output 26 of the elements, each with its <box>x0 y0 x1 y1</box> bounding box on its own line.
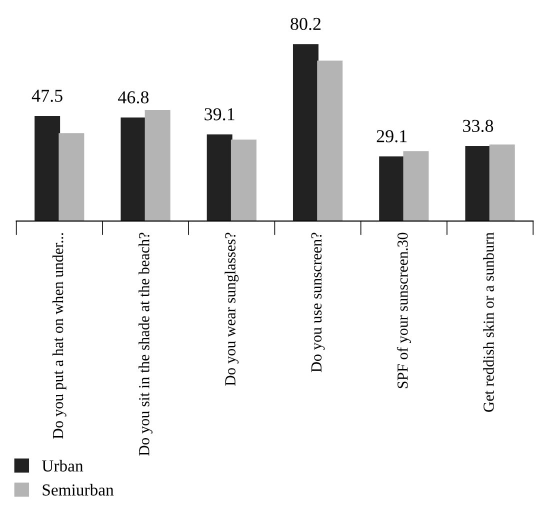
data-label: 33.8 <box>463 120 494 132</box>
data-label: 29.1 <box>376 130 407 142</box>
legend-label: Urban <box>42 460 84 472</box>
bar <box>120 117 146 222</box>
bar <box>403 151 429 222</box>
x-tick-label: Get reddish skin or a sunburn <box>483 232 494 412</box>
data-label: 80.2 <box>290 18 321 30</box>
bar <box>230 140 256 222</box>
bar <box>58 133 84 222</box>
x-tick-label: Do you sit in the shade at the beach? <box>138 232 152 456</box>
x-tick-label: Do you put a hat on when under... <box>52 233 66 439</box>
bar <box>34 116 60 222</box>
bar <box>317 60 343 222</box>
bar <box>206 134 232 222</box>
legend-label: Semiurban <box>42 484 114 496</box>
data-label: 47.5 <box>32 90 62 102</box>
data-label: 46.8 <box>118 91 149 104</box>
bar <box>144 110 170 222</box>
data-label: 39.1 <box>204 108 234 120</box>
x-tick-label: Do you use sunscreen? <box>311 232 325 372</box>
bar <box>379 156 405 222</box>
bar <box>465 146 491 222</box>
bar <box>489 144 515 222</box>
x-tick-label: Do you wear sunglasses? <box>224 232 239 386</box>
x-tick-label: SPF of your sunscreen.30 <box>396 232 411 388</box>
bar <box>292 44 318 222</box>
